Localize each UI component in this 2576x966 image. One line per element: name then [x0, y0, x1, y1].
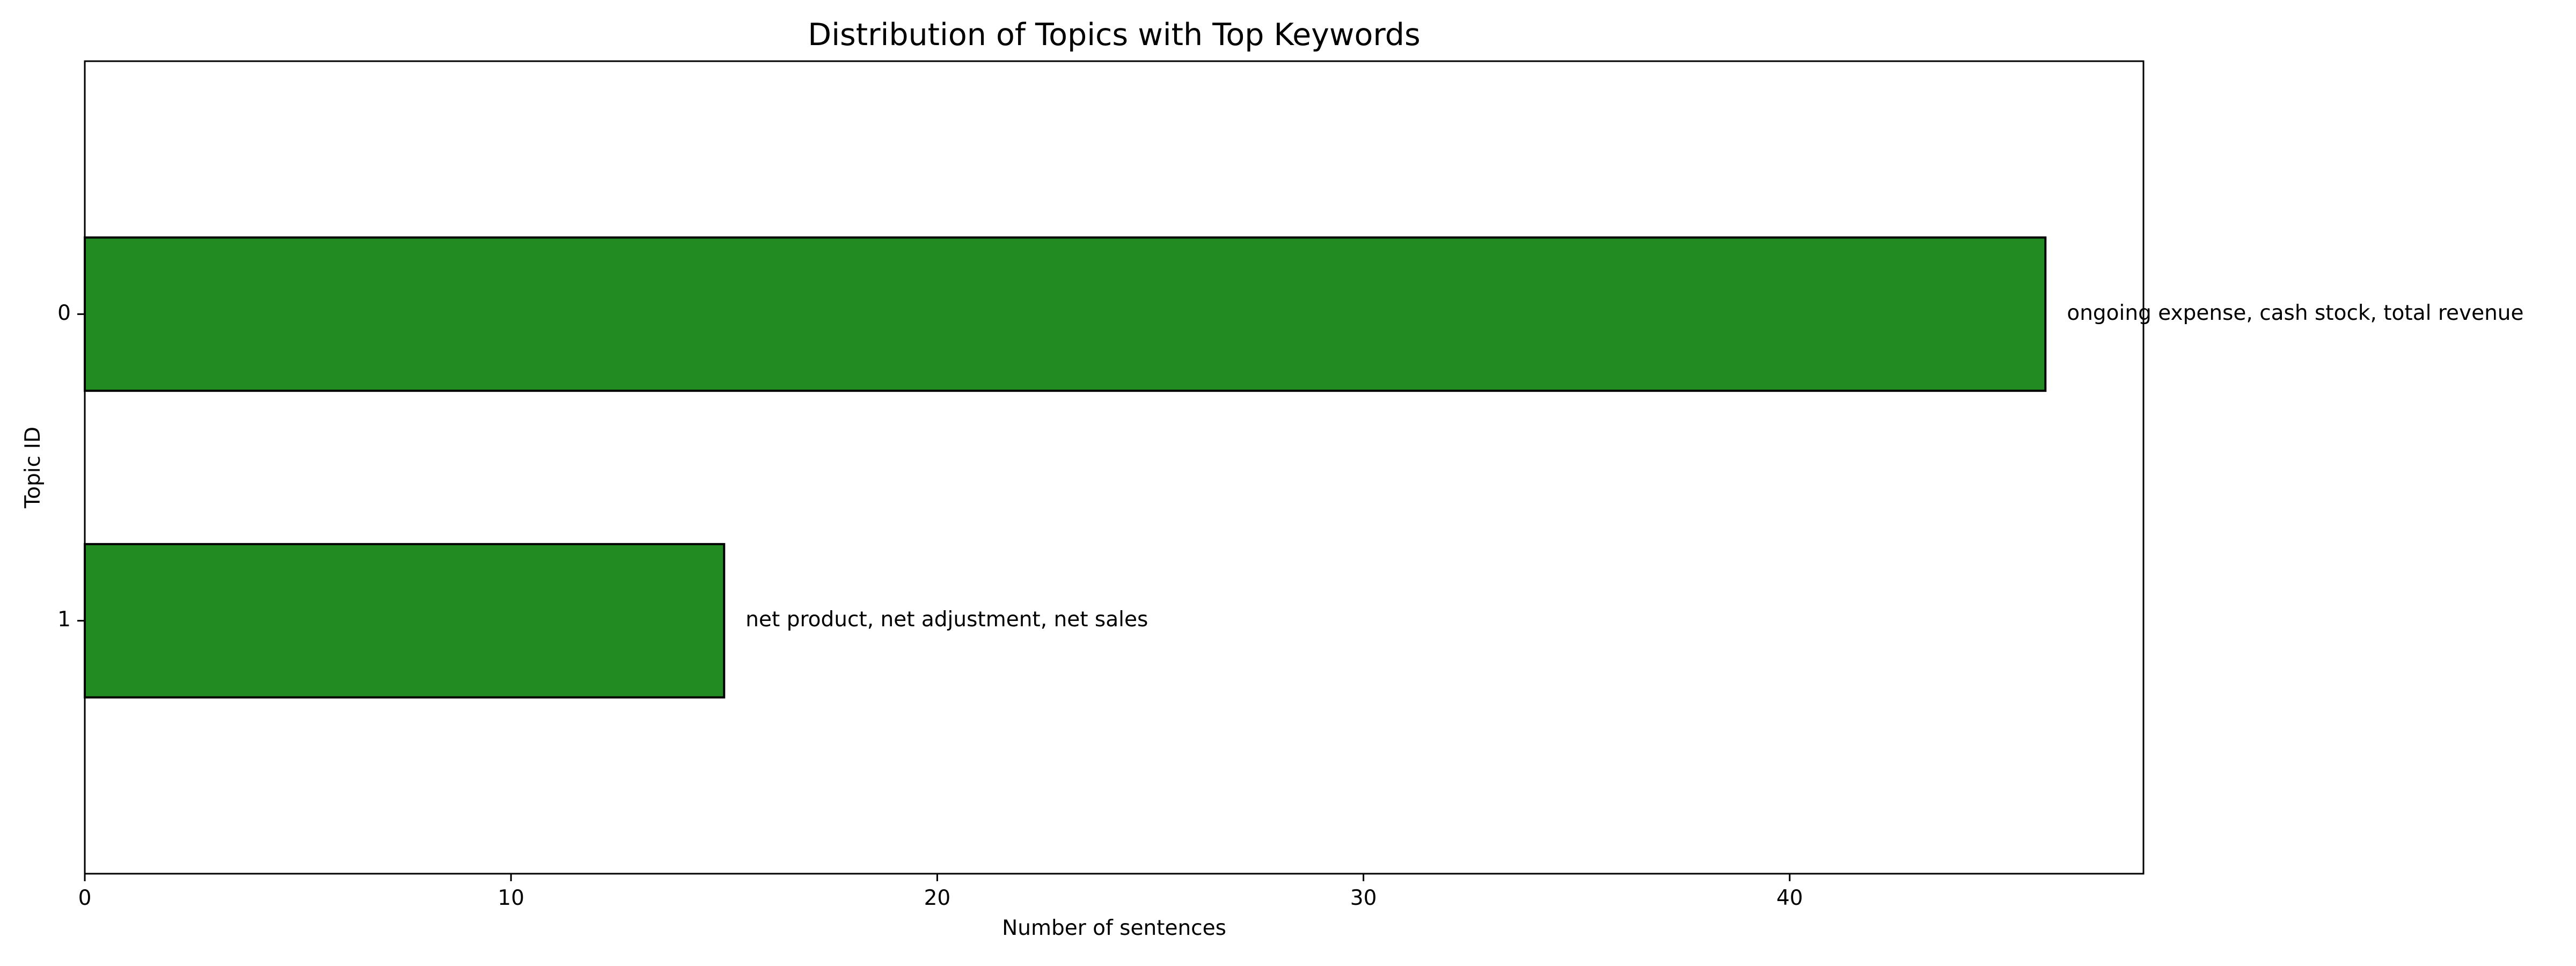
bar-topic-0 [84, 236, 2047, 392]
y-axis: 01 [57, 301, 85, 632]
x-tick-label: 40 [1776, 886, 1803, 910]
y-tick-label: 0 [57, 301, 71, 325]
x-axis: 0 10 20 30 40 [78, 874, 1803, 910]
y-axis-label: Topic ID [21, 427, 45, 509]
x-tick-label: 10 [497, 886, 524, 910]
chart-title: Distribution of Topics with Top Keywords [808, 17, 1420, 53]
x-axis-label: Number of sentences [1002, 916, 1226, 940]
plot-area-frame [84, 60, 2145, 875]
x-tick-label: 0 [78, 886, 92, 910]
x-tick-label: 30 [1350, 886, 1377, 910]
bar-annotation: ongoing expense, cash stock, total reven… [2067, 301, 2523, 325]
y-tick-label: 1 [57, 608, 71, 632]
bar-topic-1 [84, 543, 726, 699]
bars-layer [84, 236, 2047, 699]
x-tick-label: 20 [924, 886, 951, 910]
bar-annotation: net product, net adjustment, net sales [745, 608, 1148, 632]
